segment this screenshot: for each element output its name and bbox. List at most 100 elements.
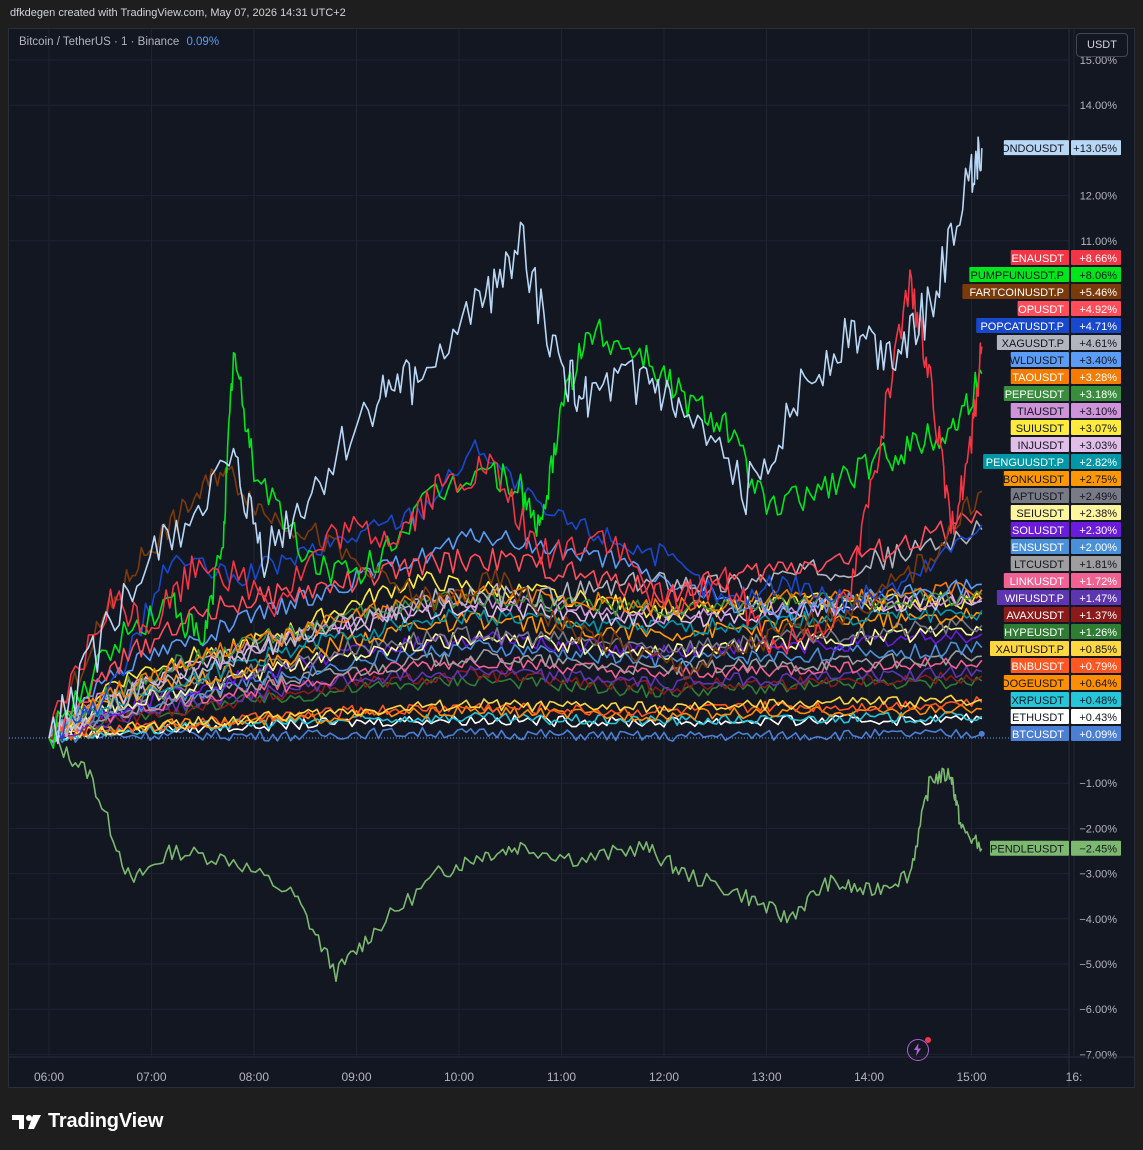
series-line-enausdt[interactable] <box>48 269 983 739</box>
series-line-xrpusdt[interactable] <box>48 711 983 742</box>
footer: TradingView <box>0 1090 1143 1150</box>
price-label-value: +1.37% <box>1079 610 1117 622</box>
price-label-wldusdt[interactable]: WLDUSDT +3.40% <box>1010 352 1121 367</box>
price-label-value: +8.06% <box>1079 270 1117 282</box>
price-label-ethusdt[interactable]: ETHUSDT +0.43% <box>1010 709 1121 724</box>
series-line-avaxusdt[interactable] <box>48 668 983 740</box>
price-label-value-bg <box>1071 539 1121 554</box>
price-label-aptusdt[interactable]: APTUSDT +2.49% <box>1010 488 1121 503</box>
price-label-name-bg <box>1010 352 1069 367</box>
price-label-name-bg <box>1003 471 1069 486</box>
comparison-chart[interactable]: 15.00% 14.00% 12.00% 11.00% −1.00% −2.00% −3.0… <box>9 29 1135 1088</box>
series-line-ondousdt[interactable] <box>48 136 983 745</box>
price-label-bonkusdt[interactable]: BONKUSDT +2.75% <box>1003 471 1121 486</box>
price-label-name-bg <box>1017 301 1069 316</box>
price-label-name: ETHUSDT <box>1012 712 1064 724</box>
y-tick-label: 11.00% <box>1081 236 1118 248</box>
series-line-popcatusdt-p[interactable] <box>48 439 983 740</box>
price-label-value: +4.71% <box>1079 321 1117 333</box>
x-tick-label: 15:00 <box>956 1070 986 1084</box>
price-label-fartcoinusdt-p[interactable]: FARTCOINUSDT.P +5.46% <box>962 284 1121 299</box>
series-line-pumpfunusdt-p[interactable] <box>48 318 983 749</box>
price-label-hypeusdt[interactable]: HYPEUSDT +1.26% <box>1003 624 1121 639</box>
symbol-legend[interactable]: Bitcoin / TetherUS · 1 · Binance 0.09% <box>19 36 219 48</box>
price-label-pepeusdt[interactable]: PEPEUSDT +3.18% <box>1003 386 1121 401</box>
price-label-tiausdt[interactable]: TIAUSDT +3.10% <box>1010 403 1121 418</box>
price-label-name: INJUSDT <box>1018 440 1065 452</box>
price-label-value: +1.81% <box>1079 559 1117 571</box>
series-line-btcusdt[interactable] <box>48 726 983 744</box>
price-label-injusdt[interactable]: INJUSDT +3.03% <box>1010 437 1121 452</box>
series-line-solusdt[interactable] <box>48 629 983 745</box>
price-label-wifusdt-p[interactable]: WIFUSDT.P +1.47% <box>996 590 1121 605</box>
price-label-value-bg <box>1071 590 1121 605</box>
price-label-xautusdt-p[interactable]: XAUTUSDT.P +0.85% <box>990 641 1121 656</box>
price-label-name: DOGEUSDT <box>1002 678 1065 690</box>
price-label-value-bg <box>1071 522 1121 537</box>
price-label-penguusdt-p[interactable]: PENGUUSDT.P +2.82% <box>983 454 1121 469</box>
price-label-name-bg <box>1003 675 1069 690</box>
price-label-linkusdt[interactable]: LINKUSDT +1.72% <box>1003 573 1121 588</box>
series-line-aptusdt[interactable] <box>48 618 983 739</box>
price-label-xrpusdt[interactable]: XRPUSDT +0.48% <box>1010 692 1121 707</box>
price-label-value-bg <box>1071 386 1121 401</box>
price-label-xagusdt-p[interactable]: XAGUSDT.P +4.61% <box>996 335 1121 350</box>
price-label-name: XAUTUSDT.P <box>996 644 1064 656</box>
price-label-enausdt[interactable]: ENAUSDT +8.66% <box>1010 250 1121 265</box>
price-label-popcatusdt-p[interactable]: POPCATUSDT.P +4.71% <box>976 318 1121 333</box>
series-line-linkusdt[interactable] <box>48 656 983 739</box>
series-line-xautusdt-p[interactable] <box>48 694 983 743</box>
price-label-pendleusdt[interactable]: PENDLEUSDT −2.45% <box>990 840 1121 856</box>
price-label-pumpfunusdt-p[interactable]: PUMPFUNUSDT.P +8.06% <box>969 267 1121 282</box>
price-label-dogeusdt[interactable]: DOGEUSDT +0.64% <box>1002 675 1121 690</box>
series-line-ltcusdt[interactable] <box>48 648 982 741</box>
price-label-name: ENAUSDT <box>1011 253 1064 265</box>
export-header: dfkdegen created with TradingView.com, M… <box>0 0 1143 28</box>
currency-button[interactable]: USDT <box>1076 33 1128 57</box>
price-label-name-bg <box>1003 624 1069 639</box>
series-line-wifusdt-p[interactable] <box>48 665 983 739</box>
series-line-opusdt[interactable] <box>48 510 983 740</box>
price-label-bnbusdt[interactable]: BNBUSDT +0.79% <box>1010 658 1121 673</box>
price-label-ltcusdt[interactable]: LTCUSDT +1.81% <box>1010 556 1121 571</box>
price-label-avaxusdt[interactable]: AVAXUSDT +1.37% <box>1003 607 1121 622</box>
series-line-bnbusdt[interactable] <box>48 696 983 744</box>
series-line-ensusdt[interactable] <box>48 639 983 743</box>
price-label-value: +5.46% <box>1079 287 1117 299</box>
price-label-seiusdt[interactable]: SEIUSDT +2.38% <box>1010 505 1121 520</box>
price-label-solusdt[interactable]: SOLUSDT +2.30% <box>1010 522 1121 537</box>
chart-pane[interactable]: 15.00% 14.00% 12.00% 11.00% −1.00% −2.00% −3.0… <box>8 28 1135 1088</box>
y-tick-label: −1.00% <box>1079 778 1117 790</box>
price-label-name-bg <box>1010 369 1069 384</box>
price-label-name-bg <box>1010 709 1069 724</box>
price-label-value-bg <box>1071 352 1121 367</box>
price-label-value-bg <box>1071 318 1121 333</box>
price-label-value-bg <box>1071 301 1121 316</box>
series-line-wldusdt[interactable] <box>48 528 982 739</box>
price-label-value-bg <box>1071 488 1121 503</box>
price-label-taousdt[interactable]: TAOUSDT +3.28% <box>1010 369 1121 384</box>
price-label-name-bg <box>1010 437 1069 452</box>
price-label-btcusdt[interactable]: BTCUSDT +0.09% <box>1010 726 1121 741</box>
series-line-xagusdt-p[interactable] <box>48 520 983 739</box>
price-label-suiusdt[interactable]: SUIUSDT +3.07% <box>1010 420 1121 435</box>
price-label-ondousdt[interactable]: ONDOUSDT +13.05% <box>1001 140 1121 156</box>
price-label-name-bg <box>969 267 1069 282</box>
tradingview-logo[interactable]: TradingView <box>12 1110 163 1133</box>
price-label-opusdt[interactable]: OPUSDT +4.92% <box>1017 301 1121 316</box>
price-label-name: ENSUSDT <box>1011 542 1064 554</box>
lightning-icon[interactable] <box>907 1037 931 1061</box>
x-tick-label: 11:00 <box>547 1070 576 1084</box>
price-label-name-bg <box>1010 420 1069 435</box>
price-label-value: +2.82% <box>1079 457 1117 469</box>
price-label-name-bg <box>1010 488 1069 503</box>
price-label-name: LINKUSDT <box>1010 576 1065 588</box>
x-tick-label: 13:00 <box>751 1070 781 1084</box>
price-label-name: ONDOUSDT <box>1001 143 1064 155</box>
price-label-name: BNBUSDT <box>1011 661 1064 673</box>
price-label-ensusdt[interactable]: ENSUSDT +2.00% <box>1010 539 1121 554</box>
series-line-pendleusdt[interactable] <box>48 735 983 983</box>
symbol-name: Bitcoin / TetherUS · 1 · Binance <box>19 36 180 48</box>
price-label-name-bg <box>990 641 1069 656</box>
series-line-injusdt[interactable] <box>48 591 983 742</box>
